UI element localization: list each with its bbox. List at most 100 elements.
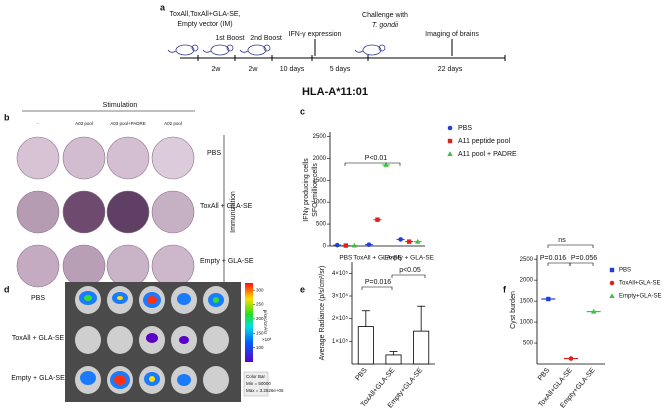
bar <box>413 330 430 365</box>
y-tick-label: 1500 <box>520 299 534 305</box>
marker <box>334 242 340 248</box>
y-tick-label: 2000 <box>520 278 534 284</box>
interval: 5 days <box>330 66 351 73</box>
marker <box>415 238 421 244</box>
bracket <box>361 286 393 290</box>
panel-label: e <box>300 284 305 294</box>
colorbar-tick-label: 150 <box>256 330 264 335</box>
marker <box>351 242 358 248</box>
bracket <box>547 262 571 266</box>
annotation: ns <box>558 237 566 244</box>
y-axis-label: Average Radiance (p/s/cm²/sr) <box>319 266 326 361</box>
column-label: A03 pool+PADRE <box>110 121 146 126</box>
bracket <box>569 262 594 266</box>
wells <box>16 136 195 288</box>
bracket <box>344 162 401 166</box>
legend-label: PBS <box>619 268 631 274</box>
y-axis-label: Cyst burden <box>510 291 517 329</box>
column-label: A02 pool <box>164 121 182 126</box>
y-tick-label: 2500 <box>520 257 534 263</box>
y-tick-label: 500 <box>523 341 534 347</box>
marker <box>546 296 551 302</box>
legend-label: ToxAll+GLA-SE <box>619 281 661 287</box>
timeline-ticks <box>197 55 506 61</box>
colorbar-note: Color Bar <box>246 374 266 379</box>
marker <box>406 239 412 244</box>
marker <box>590 308 597 314</box>
annotation: P=0.016 <box>365 279 391 286</box>
row-label: Empty + GLA-SE <box>200 258 254 265</box>
bar <box>385 354 402 365</box>
mouse-icon <box>354 44 386 56</box>
y-tick-label: 3×10⁵ <box>332 293 349 300</box>
x-tick-label: PBS <box>537 367 552 382</box>
mouse-icon <box>167 44 199 56</box>
panel-label: c <box>300 106 305 116</box>
bracket <box>391 274 426 278</box>
event-text: Challenge with <box>362 12 408 19</box>
y-tick-label: 2500 <box>313 134 327 140</box>
interval: 2w <box>212 66 222 73</box>
legend-label: A11 pool + PADRE <box>458 151 517 158</box>
marker <box>366 242 372 247</box>
colorbar-quantity: p/sec/cm²/sr <box>263 310 268 335</box>
marker <box>447 151 453 156</box>
x-tick-label: PBS <box>339 255 353 262</box>
y-tick-label: 0 <box>323 244 327 250</box>
marker <box>609 293 615 298</box>
row-label: ToxAll + GLA-SE <box>12 335 65 342</box>
row-label: PBS <box>31 295 45 302</box>
annotation: p<0.05 <box>399 267 421 274</box>
colorbar-note-box <box>243 371 269 397</box>
interval: 2w <box>249 66 259 73</box>
event-text: 2nd Boost <box>250 35 282 42</box>
y-axis-label: SFC/ million cells <box>312 163 319 217</box>
colorbar-note: Max = 3.2526e+05 <box>246 388 284 393</box>
legend-label: A11 peptide pool <box>458 138 510 145</box>
x-tick-label: ToxAll + GLA-SE <box>353 255 402 262</box>
annotation: P=0.016 <box>540 255 566 262</box>
colorbar-unit: ×10³ <box>262 337 272 342</box>
x-tick-label: PBS <box>354 367 369 382</box>
side-label: Immunization <box>230 191 237 233</box>
colorbar-tick-label: 100 <box>256 345 264 350</box>
colorbar-tick-label: 200 <box>256 316 264 321</box>
elispot: b Stimulation - A03 pool A03 pool+PADRE … <box>4 102 254 288</box>
annotation: P=0.056 <box>571 255 597 262</box>
timeline: a ToxAll,ToxAll+GLA-SE, Empty vector (IM… <box>160 2 506 73</box>
y-tick-label: 2000 <box>313 156 327 162</box>
column-label: - <box>37 121 39 126</box>
y-tick-label: 1×10⁵ <box>332 338 349 345</box>
y-axis-label: IFNγ producing cells <box>303 158 310 222</box>
signal-blobs <box>79 291 224 389</box>
event-text: 1st Boost <box>215 35 244 42</box>
mouse-icon <box>239 44 271 56</box>
row-label: PBS <box>207 150 221 157</box>
y-tick-label: 1000 <box>313 200 327 206</box>
marker <box>398 237 403 242</box>
marker <box>568 356 574 361</box>
marker <box>609 280 615 286</box>
imaging: d PBS ToxAll + GLA-SE Empty + GLA-SE p/s… <box>4 282 284 402</box>
colorbar-tick-label: 300 <box>256 287 264 292</box>
event-text: Imaging of brains <box>425 31 479 38</box>
panel-label: d <box>4 284 10 294</box>
colorbar-note: Min = 50000 <box>246 381 271 386</box>
legend-label: PBS <box>458 125 472 132</box>
bar <box>357 326 374 365</box>
event-text: IFN-γ expression <box>289 31 342 38</box>
marker <box>343 243 349 248</box>
y-tick-label: 4×10⁵ <box>332 270 349 277</box>
color-bar <box>245 283 253 362</box>
marker <box>609 267 615 273</box>
x-tick-label: Empty + GLA-SE <box>384 255 434 262</box>
annotation: P<0.01 <box>365 155 387 162</box>
panel-label: a <box>160 2 166 12</box>
figure-title: HLA-A*11:01 <box>302 86 368 98</box>
start-text: Empty vector (IM) <box>177 21 232 28</box>
y-tick-label: 1500 <box>313 178 327 184</box>
header: Stimulation <box>103 102 138 109</box>
marker <box>375 217 380 222</box>
start-text: ToxAll,ToxAll+GLA-SE, <box>170 11 241 18</box>
